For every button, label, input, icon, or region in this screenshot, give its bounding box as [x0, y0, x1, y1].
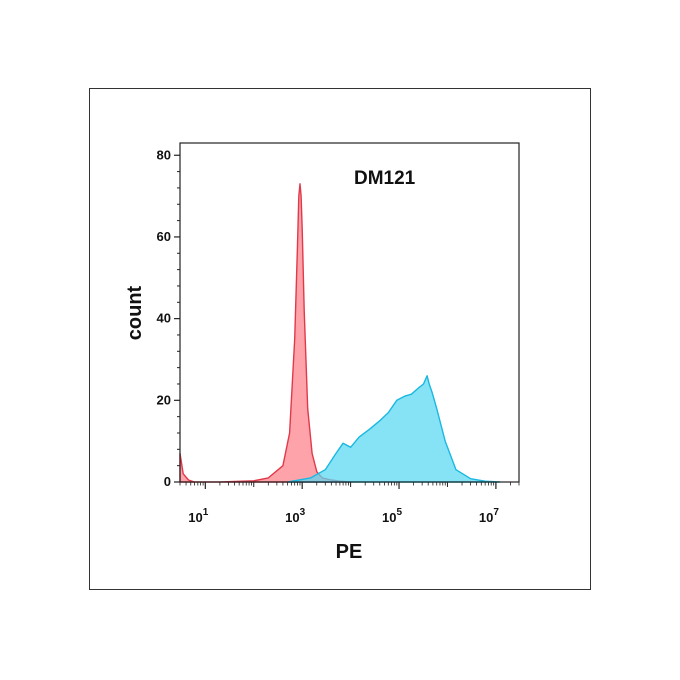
- figure-frame: [89, 88, 591, 590]
- plot-area-border: [179, 142, 520, 483]
- y-tick-label: 0: [164, 474, 171, 489]
- histogram-series-2: [286, 375, 501, 483]
- y-tick-label: 20: [157, 392, 171, 407]
- x-tick-label: 103: [285, 507, 305, 525]
- histogram-series-1: [179, 183, 352, 483]
- sample-annotation: DM121: [354, 168, 416, 189]
- y-tick-label: 60: [157, 229, 171, 244]
- x-tick-label: 101: [188, 507, 208, 525]
- y-tick-label: 80: [157, 147, 171, 162]
- x-tick-label: 105: [382, 507, 402, 525]
- x-axis-title: PE: [336, 541, 363, 563]
- y-axis-title: count: [124, 285, 146, 340]
- series-layer: [179, 183, 501, 483]
- y-tick-label: 40: [157, 311, 171, 326]
- x-tick-label: 107: [479, 507, 499, 525]
